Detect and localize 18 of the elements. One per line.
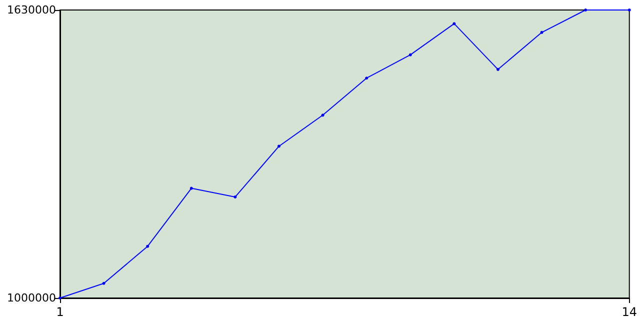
y-tick-label: 1630000 — [7, 4, 56, 16]
point — [190, 186, 193, 190]
point — [365, 76, 368, 80]
point — [58, 296, 62, 300]
y-tick-label: 1000000 — [7, 292, 56, 304]
point — [102, 282, 106, 285]
x-tick-label: 14 — [622, 305, 638, 319]
point — [496, 68, 500, 71]
point — [234, 195, 237, 198]
point — [321, 114, 324, 117]
point — [540, 30, 544, 34]
point — [277, 144, 280, 148]
point — [452, 22, 456, 26]
line-series — [58, 8, 631, 300]
point — [628, 8, 631, 12]
x-tick-label: 1 — [56, 305, 64, 319]
point — [146, 244, 150, 248]
point — [408, 53, 412, 56]
